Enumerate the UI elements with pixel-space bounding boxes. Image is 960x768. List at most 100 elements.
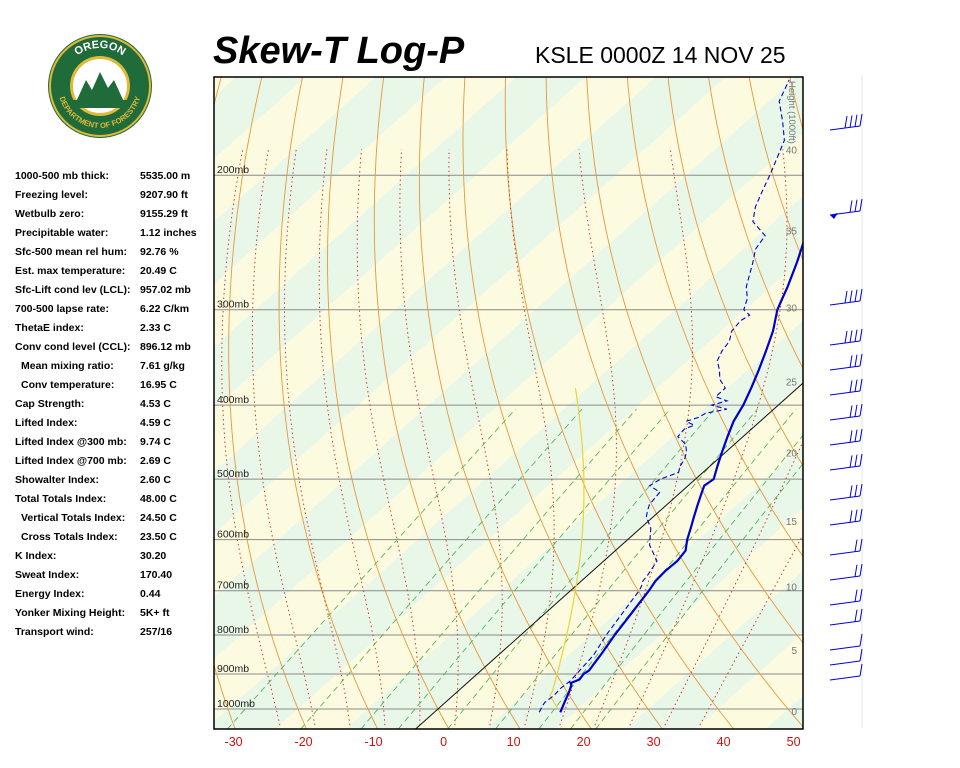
height-tick-label: 5 [791, 646, 797, 657]
wind-barb-feather [859, 328, 863, 342]
wind-barb-feather [844, 291, 848, 304]
index-value: 5535.00 m [140, 170, 191, 182]
moist-adiabat-line [559, 149, 617, 726]
index-value: 2.60 C [140, 474, 171, 486]
wind-barb-feather [849, 455, 853, 468]
mixing-ratio-line [360, 408, 637, 729]
x-tick-label: 40 [717, 735, 731, 749]
height-tick-label: 0 [791, 707, 797, 718]
index-label: Cap Strength: [15, 398, 85, 410]
index-value: 2.69 C [140, 455, 171, 467]
dry-adiabat-line [278, 77, 379, 729]
wind-barb-feather [859, 288, 863, 302]
parcel-path-line [549, 388, 585, 710]
wind-barb-feather [854, 589, 858, 602]
index-value: 24.50 C [140, 512, 177, 524]
wind-barb-feather [854, 539, 858, 552]
plot-border [213, 76, 804, 730]
wind-barb-feather [849, 405, 853, 418]
wind-barb-feather [859, 663, 863, 677]
index-label: Sweat Index: [15, 569, 80, 581]
index-label: Yonker Mixing Height: [15, 607, 126, 619]
index-label: Lifted Index @300 mb: [15, 436, 127, 448]
index-value: 2.33 C [140, 322, 171, 334]
wind-barb-feather [859, 453, 863, 467]
index-label: Vertical Totals Index: [21, 512, 126, 524]
height-axis-label: Height (1000ft) [786, 81, 797, 144]
mixing-ratio-label: 0.4 [860, 303, 877, 321]
wind-barb-feather [854, 329, 858, 342]
isotherm-band [214, 133, 803, 722]
station-time-label: KSLE 0000Z 14 NOV 25 [535, 42, 786, 68]
dry-adiabat-line [462, 77, 663, 729]
moist-adiabat-line [506, 149, 555, 726]
wind-barb-feather [859, 538, 863, 552]
wind-barb-feather [859, 428, 863, 442]
dry-adiabat-line [667, 77, 803, 467]
dry-adiabat-line [373, 77, 521, 729]
x-tick-label: 30 [647, 735, 661, 749]
isotherm-band [485, 445, 803, 729]
dry-adiabat-line [545, 77, 803, 728]
pressure-label: 300mb [217, 299, 249, 311]
index-label: Wetbulb zero: [15, 208, 85, 220]
pressure-label: 500mb [217, 468, 249, 480]
wind-barb-feather [854, 289, 858, 302]
index-label: ThetaE index: [15, 322, 84, 334]
height-tick-label: 10 [786, 583, 798, 594]
wind-barb-feather [859, 608, 863, 622]
index-label: Cross Totals Index: [21, 531, 118, 543]
index-label: Mean mixing ratio: [21, 360, 114, 372]
pressure-label: 600mb [217, 529, 249, 541]
index-value: 170.40 [140, 569, 173, 581]
index-value: 48.00 C [140, 493, 177, 505]
index-label: Total Totals Index: [15, 493, 107, 505]
index-value: 4.53 C [140, 398, 171, 410]
zero-isotherm-line [415, 382, 803, 729]
index-label: Conv cond level (CCL): [15, 341, 131, 353]
plot-area: 0.412358200mb300mb400mb500mb600mb700mb80… [214, 77, 960, 729]
isotherm-band [214, 77, 446, 284]
pressure-label: 200mb [217, 164, 249, 176]
dry-adiabat-line [952, 77, 960, 729]
wind-barb [829, 660, 861, 666]
index-label: Lifted Index @700 mb: [15, 455, 127, 467]
index-value: 9155.29 ft [140, 208, 188, 220]
wind-barb-feather [854, 429, 858, 442]
wind-barb [829, 675, 861, 681]
index-label: Est. max temperature: [15, 265, 126, 277]
index-value: 9207.90 ft [140, 189, 188, 201]
height-tick-label: 35 [786, 226, 798, 237]
mixing-ratio-line [227, 408, 516, 729]
index-value: 16.95 C [140, 379, 177, 391]
temperature-line [559, 240, 803, 713]
index-label: Conv temperature: [21, 379, 115, 391]
wind-barb-feather [859, 508, 863, 522]
isotherm-band [214, 195, 803, 729]
index-value: 957.02 mb [140, 284, 191, 296]
mixing-ratio-line [300, 408, 583, 729]
dry-adiabat-line [789, 77, 803, 132]
wind-barb-column [829, 75, 863, 728]
isotherm-band [214, 77, 306, 159]
wind-barb-feather [854, 509, 858, 522]
x-tick-label: -30 [225, 735, 243, 749]
wind-barb-feather [859, 353, 863, 367]
dry-adiabat-line [871, 77, 960, 729]
dry-adiabat-line [626, 77, 803, 558]
dry-adiabat-line [228, 77, 307, 729]
wind-barb-feather [854, 354, 858, 367]
wind-barb-feather [859, 378, 863, 392]
wind-barb-feather [854, 404, 858, 417]
dewpoint-line [538, 79, 790, 713]
dry-adiabat-line [830, 77, 960, 729]
mixing-ratio-line [595, 463, 803, 729]
height-tick-label: 40 [786, 145, 798, 156]
isotherm-band [214, 77, 803, 660]
wind-barb-feather [859, 588, 863, 602]
dry-adiabat-line [418, 77, 592, 729]
wind-barb-feather [849, 510, 853, 523]
isotherm-band [214, 77, 236, 97]
isotherm-band [625, 570, 803, 729]
index-label: Transport wind: [15, 626, 94, 638]
